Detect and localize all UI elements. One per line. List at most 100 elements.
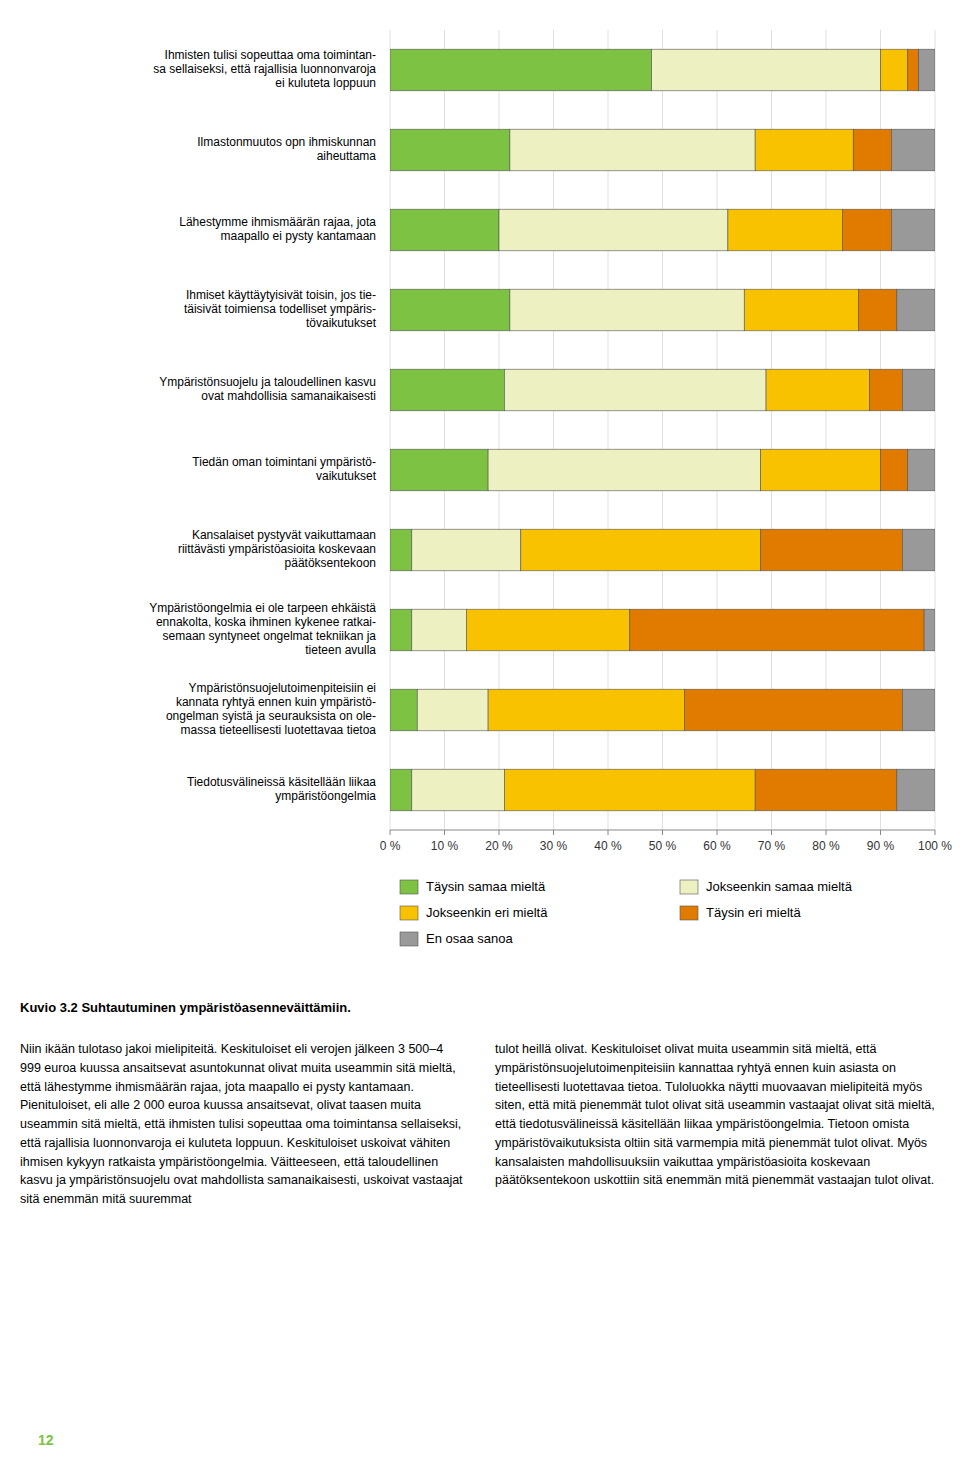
tick-mark — [444, 830, 445, 835]
bar-segment — [853, 129, 891, 171]
tick-mark — [390, 830, 391, 835]
bar-segment — [390, 449, 488, 491]
bar-segment — [390, 369, 504, 411]
bar-segment — [521, 529, 761, 571]
legend-label: Täysin eri mieltä — [706, 905, 801, 920]
category-label: Ympäristönsuojelu ja taloudellinen kasvu… — [159, 375, 376, 403]
bar-segment — [881, 449, 908, 491]
bar-segment — [859, 289, 897, 331]
bar-segment — [761, 529, 903, 571]
body-text: Niin ikään tulotaso jakoi mielipiteitä. … — [20, 1040, 465, 1209]
tick-mark — [499, 830, 500, 835]
legend-label: Jokseenkin eri mieltä — [426, 905, 548, 920]
tick-label: 60 % — [703, 839, 731, 853]
bar-segment — [390, 129, 510, 171]
category-label: Lähestymme ihmismäärän rajaa, jotamaapal… — [179, 215, 376, 243]
bars — [390, 49, 935, 811]
bar-segment — [755, 129, 853, 171]
body-text: tulot heillä olivat. Keskituloiset oliva… — [495, 1040, 940, 1190]
category-label: Tiedän oman toimintani ympäristö-vaikutu… — [192, 455, 376, 483]
category-labels: Ihmisten tulisi sopeuttaa oma toimintan-… — [149, 48, 376, 803]
bar-segment — [488, 449, 760, 491]
chart: 0 % 10 % 20 % 30 % 40 % 50 % 60 % 70 % 80 % 90 % 1… — [0, 0, 960, 990]
category-label: Ihmiset käyttäytyisivät toisin, jos tie-… — [184, 288, 377, 330]
legend-swatch — [400, 880, 418, 894]
tick-label: 40 % — [594, 839, 622, 853]
bar-segment — [891, 129, 935, 171]
tick-label: 20 % — [485, 839, 513, 853]
bar-segment — [412, 769, 505, 811]
bar-segment — [902, 369, 935, 411]
bar-segment — [744, 289, 858, 331]
tick-label: 100 % — [918, 839, 952, 853]
tick-label: 30 % — [540, 839, 568, 853]
page-number: 12 — [38, 1432, 54, 1448]
bar-segment — [504, 769, 755, 811]
bar-segment — [390, 289, 510, 331]
legend-swatch — [680, 880, 698, 894]
legend-swatch — [400, 932, 418, 946]
bar-segment — [728, 209, 842, 251]
tick-mark — [717, 830, 718, 835]
tick-mark — [771, 830, 772, 835]
bar-segment — [499, 209, 728, 251]
bar-segment — [504, 369, 766, 411]
category-label: Ympäristönsuojelutoimenpiteisiin eikanna… — [166, 681, 376, 737]
legend-label: En osaa sanoa — [426, 931, 514, 946]
bar-segment — [390, 689, 417, 731]
bar-segment — [755, 769, 897, 811]
bar-segment — [897, 289, 935, 331]
tick-label: 10 % — [431, 839, 459, 853]
bar-segment — [902, 529, 935, 571]
bar-segment — [412, 609, 467, 651]
tick-mark — [826, 830, 827, 835]
bar-segment — [510, 289, 744, 331]
tick-mark — [880, 830, 881, 835]
bar-segment — [652, 49, 881, 91]
tick-label: 0 % — [380, 839, 401, 853]
tick-mark — [608, 830, 609, 835]
bar-segment — [390, 209, 499, 251]
bar-segment — [390, 529, 412, 571]
tick-mark — [662, 830, 663, 835]
grid: 0 % 10 % 20 % 30 % 40 % 50 % 60 % 70 % 80 % 90 % 1… — [380, 30, 953, 853]
bar-segment — [390, 609, 412, 651]
legend-label: Täysin samaa mieltä — [426, 879, 546, 894]
category-label: Tiedotusvälineissä käsitellään liikaaymp… — [187, 775, 376, 803]
legend-swatch — [680, 906, 698, 920]
bar-segment — [630, 609, 924, 651]
bar-segment — [902, 689, 935, 731]
legend-swatch — [400, 906, 418, 920]
bar-segment — [510, 129, 755, 171]
bar-segment — [924, 609, 935, 651]
bar-segment — [908, 49, 919, 91]
legend: Täysin samaa mieltä Jokseenkin samaa miel… — [400, 879, 853, 946]
bar-segment — [842, 209, 891, 251]
bar-segment — [891, 209, 935, 251]
bar-segment — [412, 529, 521, 571]
bar-segment — [417, 689, 488, 731]
category-label: Ilmastonmuutos opn ihmiskunnanaiheuttama — [197, 135, 376, 163]
tick-mark — [935, 830, 936, 835]
x-axis-line — [390, 830, 935, 831]
tick-mark — [553, 830, 554, 835]
tick-label: 90 % — [867, 839, 895, 853]
tick-label: 50 % — [649, 839, 677, 853]
bar-segment — [466, 609, 630, 651]
bar-segment — [766, 369, 870, 411]
bar-segment — [390, 49, 652, 91]
category-label: Ihmisten tulisi sopeuttaa oma toimintan-… — [153, 48, 376, 90]
bar-segment — [488, 689, 684, 731]
bar-segment — [684, 689, 902, 731]
bar-segment — [919, 49, 935, 91]
tick-label: 80 % — [812, 839, 840, 853]
category-label: Kansalaiset pystyvät vaikuttamaanriittäv… — [178, 528, 376, 570]
bar-segment — [870, 369, 903, 411]
category-label: Ympäristöongelmia ei ole tarpeen ehkäist… — [149, 601, 376, 657]
bar-segment — [761, 449, 881, 491]
tick-label: 70 % — [758, 839, 786, 853]
bar-segment — [881, 49, 908, 91]
caption: Kuvio 3.2 Suhtautuminen ympäristöasennev… — [20, 1000, 351, 1015]
bar-segment — [908, 449, 935, 491]
legend-label: Jokseenkin samaa mieltä — [706, 879, 853, 894]
